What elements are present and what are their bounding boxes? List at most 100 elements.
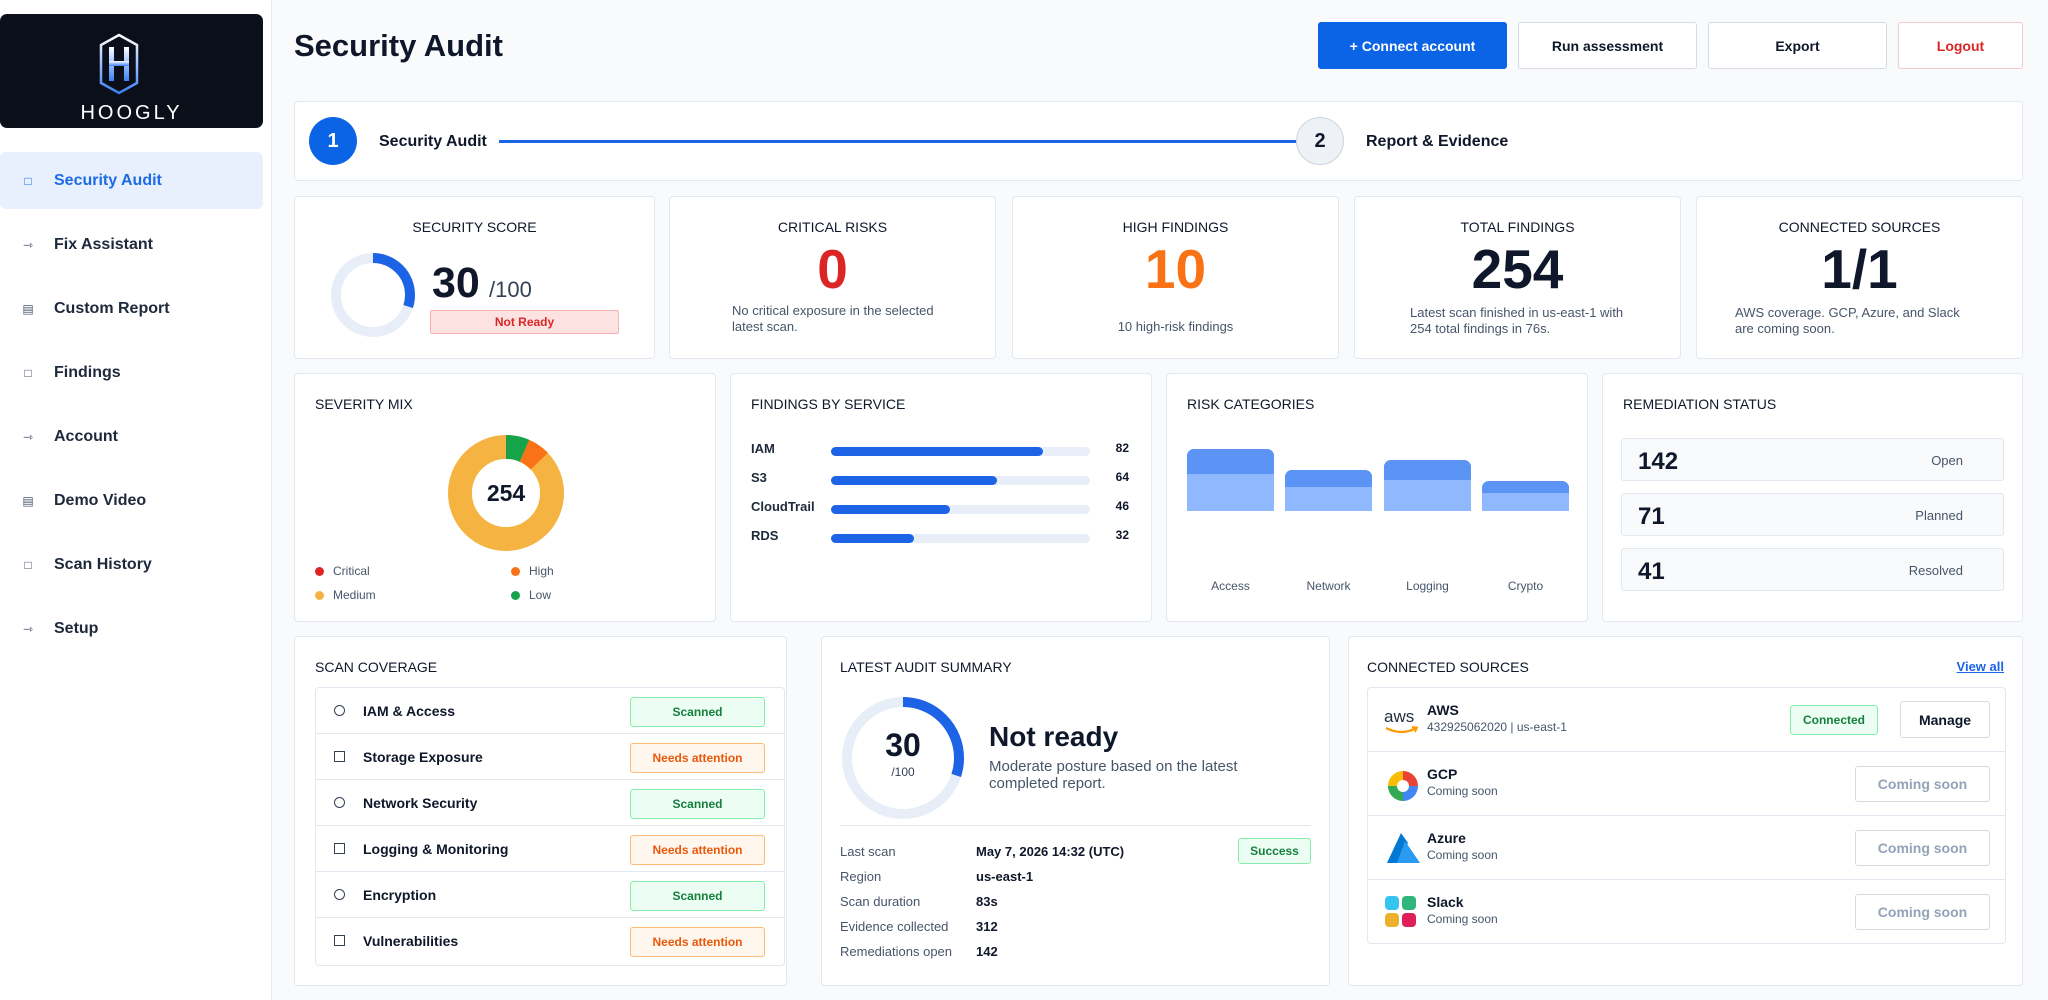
summary-row: Last scan May 7, 2026 14:32 (UTC) xyxy=(840,844,1125,859)
coverage-label: Storage Exposure xyxy=(363,749,483,765)
export-button[interactable]: Export xyxy=(1708,22,1887,69)
summary-score-ring xyxy=(842,697,964,819)
status-badge: Needs attention xyxy=(630,743,765,773)
status-badge: Needs attention xyxy=(630,835,765,865)
step-1-label[interactable]: Security Audit xyxy=(379,133,487,150)
source-name: GCP xyxy=(1427,766,1458,782)
bar-fill xyxy=(831,534,914,543)
hoogly-logo-icon xyxy=(99,33,139,95)
bar-track xyxy=(831,505,1090,514)
sidebar-item-label: Demo Video xyxy=(54,491,147,509)
findings-by-service-card: FINDINGS BY SERVICE IAM 82 S3 64 CloudTr… xyxy=(730,373,1152,622)
coverage-row[interactable]: Vulnerabilities Needs attention xyxy=(316,918,784,964)
coverage-label: Encryption xyxy=(363,887,437,903)
security-score-card: SECURITY SCORE 30 /100 Not Ready xyxy=(294,196,655,359)
sidebar-item-setup[interactable]: ⇾ Setup xyxy=(0,600,263,657)
sidebar-item-demo-video[interactable]: ▤ Demo Video xyxy=(0,472,263,529)
legend-high: High xyxy=(511,564,554,578)
logout-button[interactable]: Logout xyxy=(1898,22,2023,69)
summary-score-max: /100 xyxy=(891,765,915,779)
arrow-icon: ⇾ xyxy=(22,621,34,636)
kpi-title: CRITICAL RISKS xyxy=(777,219,888,235)
sidebar-item-fix-assistant[interactable]: ⇾ Fix Assistant xyxy=(0,216,263,273)
kpi-description: Latest scan finished in us-east-1 with 2… xyxy=(1410,305,1624,336)
severity-total: 254 xyxy=(486,480,526,506)
hoogly-logo[interactable]: HOOGLY xyxy=(0,14,263,128)
source-row-gcp[interactable]: GCP Coming soon Coming soon xyxy=(1368,752,2005,816)
source-list: aws AWS 432925062020 | us-east-1 Connect… xyxy=(1367,687,2006,944)
sidebar-item-account[interactable]: ⇾ Account xyxy=(0,408,263,465)
service-label: IAM xyxy=(751,441,775,456)
source-status: Coming soon xyxy=(1427,848,1498,862)
section-title: REMEDIATION STATUS xyxy=(1623,396,1777,412)
sidebar-item-scan-history[interactable]: □ Scan History xyxy=(0,536,263,593)
sidebar-item-security-audit[interactable]: □ Security Audit xyxy=(0,152,263,209)
bar-track xyxy=(831,476,1090,485)
status-badge: Success xyxy=(1238,838,1311,864)
source-status: Coming soon xyxy=(1427,912,1498,926)
remediation-row-planned[interactable]: 71 Planned xyxy=(1621,493,2004,536)
sidebar-item-custom-report[interactable]: ▤ Custom Report xyxy=(0,280,263,337)
coming-soon-button[interactable]: Coming soon xyxy=(1855,766,1990,802)
score-max: /100 xyxy=(489,277,532,302)
stepper-progress-line xyxy=(499,140,1297,143)
source-row-aws[interactable]: aws AWS 432925062020 | us-east-1 Connect… xyxy=(1368,688,2005,752)
view-all-link[interactable]: View all xyxy=(1956,659,2004,674)
remediation-label: Open xyxy=(1931,453,1963,468)
remediation-row-open[interactable]: 142 Open xyxy=(1621,438,2004,481)
coverage-row[interactable]: Storage Exposure Needs attention xyxy=(316,734,784,780)
service-bar-row[interactable]: IAM 82 xyxy=(751,438,1131,462)
coverage-row[interactable]: Network Security Scanned xyxy=(316,780,784,826)
run-assessment-button[interactable]: Run assessment xyxy=(1518,22,1697,69)
summary-score-value: 30 xyxy=(885,727,921,763)
step-2-label[interactable]: Report & Evidence xyxy=(1366,133,1509,150)
bar-track xyxy=(831,534,1090,543)
connect-account-button[interactable]: + Connect account xyxy=(1318,22,1507,69)
sidebar-item-findings[interactable]: □ Findings xyxy=(0,344,263,401)
summary-row: Remediations open 142 xyxy=(840,944,998,959)
sidebar-item-label: Scan History xyxy=(54,555,152,573)
summary-row: Evidence collected 312 xyxy=(840,919,998,934)
coverage-row[interactable]: Logging & Monitoring Needs attention xyxy=(316,826,784,872)
kpi-value: 1/1 xyxy=(1821,238,1898,300)
score-ring-progress xyxy=(331,253,415,337)
circle-icon xyxy=(334,797,345,808)
kpi-title: HIGH FINDINGS xyxy=(1122,219,1229,235)
coverage-row[interactable]: IAM & Access Scanned xyxy=(316,688,784,734)
divider xyxy=(840,825,1311,826)
bar-fill xyxy=(831,476,997,485)
document-icon: ▤ xyxy=(22,301,34,316)
summary-headline: Not ready xyxy=(989,721,1119,752)
risk-label: Crypto xyxy=(1507,579,1544,593)
source-name: Slack xyxy=(1427,894,1464,910)
step-2-indicator[interactable]: 2 xyxy=(1296,117,1344,165)
source-row-slack[interactable]: Slack Coming soon Coming soon xyxy=(1368,880,2005,944)
service-bar-row[interactable]: S3 64 xyxy=(751,467,1131,491)
kpi-description: 10 high-risk findings xyxy=(1117,319,1234,334)
step-1-indicator[interactable]: 1 xyxy=(309,117,357,165)
total-findings-card: TOTAL FINDINGS 254 Latest scan finished … xyxy=(1354,196,1681,359)
risk-bar-crypto[interactable] xyxy=(1482,481,1569,511)
legend-medium: Medium xyxy=(315,588,376,602)
coverage-row[interactable]: Encryption Scanned xyxy=(316,872,784,918)
slack-logo xyxy=(1385,896,1416,927)
risk-bar-access[interactable] xyxy=(1187,449,1274,511)
legend-critical: Critical xyxy=(315,564,370,578)
coming-soon-button[interactable]: Coming soon xyxy=(1855,894,1990,930)
risk-label: Logging xyxy=(1406,579,1449,593)
section-title: LATEST AUDIT SUMMARY xyxy=(840,659,1012,675)
coming-soon-button[interactable]: Coming soon xyxy=(1855,830,1990,866)
service-value: 64 xyxy=(1115,470,1129,484)
risk-bar-network[interactable] xyxy=(1285,470,1372,511)
service-value: 32 xyxy=(1115,528,1129,542)
service-bar-row[interactable]: RDS 32 xyxy=(751,525,1131,549)
risk-bar-logging[interactable] xyxy=(1384,460,1471,511)
remediation-row-resolved[interactable]: 41 Resolved xyxy=(1621,548,2004,591)
service-bar-row[interactable]: CloudTrail 46 xyxy=(751,496,1131,520)
source-row-azure[interactable]: Azure Coming soon Coming soon xyxy=(1368,816,2005,880)
manage-button[interactable]: Manage xyxy=(1900,701,1990,738)
status-badge: Scanned xyxy=(630,881,765,911)
risk-categories-card: RISK CATEGORIES Access Network Logging C… xyxy=(1166,373,1588,622)
remediation-count: 71 xyxy=(1638,503,1665,530)
source-account: 432925062020 | us-east-1 xyxy=(1427,720,1567,734)
